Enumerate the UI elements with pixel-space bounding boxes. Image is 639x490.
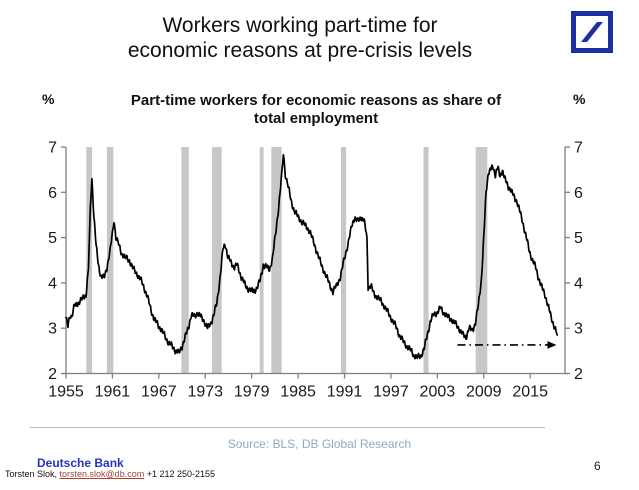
- recession-band: [211, 147, 222, 374]
- footer-brand: Deutsche Bank: [37, 456, 124, 470]
- y-axis-tick-label: 4: [574, 275, 583, 292]
- recession-band: [271, 147, 282, 374]
- x-axis-tick-label: 2009: [466, 384, 502, 401]
- y-axis-tick-label: 3: [48, 321, 57, 338]
- x-axis-tick-label: 2003: [420, 384, 456, 401]
- recession-band: [181, 147, 189, 374]
- y-axis-tick-label: 2: [48, 366, 57, 383]
- chart-title-line2: total employment: [253, 110, 379, 127]
- y-axis-tick-label: 2: [574, 366, 583, 383]
- chart-title: Part-time workers for economic reasons a…: [66, 92, 566, 128]
- source-note: Source: BLS, DB Global Research: [227, 437, 412, 451]
- recession-band: [475, 147, 488, 374]
- footer-phone: +1 212 250-2155: [144, 469, 216, 479]
- footer-contact: Torsten Slok, torsten.slok@db.com +1 212…: [5, 469, 215, 479]
- y-axis-tick-label: 5: [574, 230, 583, 247]
- x-axis-tick-label: 1997: [373, 384, 409, 401]
- y-axis-tick-label: 3: [574, 321, 583, 338]
- y-axis-tick-label: 6: [48, 185, 57, 202]
- data-series-line: [65, 154, 559, 360]
- recession-band: [259, 147, 264, 374]
- annotation-arrow-head: [547, 341, 557, 349]
- x-axis-tick-label: 2015: [512, 384, 548, 401]
- footer-email-link[interactable]: torsten.slok@db.com: [59, 469, 145, 479]
- slide-title-line1: Workers working part-time for: [162, 14, 438, 37]
- x-axis-tick-label: 1979: [234, 384, 270, 401]
- db-slash-icon: [571, 11, 613, 53]
- y-axis-tick-label: 4: [48, 275, 57, 292]
- x-axis-tick-label: 1961: [95, 384, 131, 401]
- page-number: 6: [594, 459, 601, 473]
- line-chart-plot-area: 2 2 3 3 4 4 5 5 6 6 7 7 1955 1961 1967 1973 1979 1985 1991…: [48, 140, 583, 401]
- slide-title: Workers working part-time for economic r…: [40, 13, 560, 63]
- y-axis-unit-right: %: [573, 91, 586, 107]
- x-axis-tick-label: 1991: [327, 384, 363, 401]
- deutsche-bank-logo-icon: [571, 11, 613, 53]
- x-axis-tick-label: 1985: [280, 384, 316, 401]
- y-axis-tick-label: 7: [48, 140, 57, 157]
- x-axis-tick-label: 1967: [141, 384, 177, 401]
- x-axis-tick-label: 1973: [187, 384, 223, 401]
- y-axis-tick-label: 7: [574, 140, 583, 157]
- y-axis-tick-label: 6: [574, 185, 583, 202]
- chart-title-line1: Part-time workers for economic reasons a…: [130, 92, 502, 109]
- recession-band: [106, 147, 114, 374]
- slide-title-line2: economic reasons at pre-crisis levels: [127, 39, 473, 62]
- footer-divider-line: [30, 427, 545, 428]
- y-axis-tick-label: 5: [48, 230, 57, 247]
- recession-band: [423, 147, 429, 374]
- y-axis-unit-left: %: [42, 91, 55, 107]
- footer-contact-name: Torsten Slok,: [5, 469, 60, 479]
- x-axis-tick-label: 1955: [48, 384, 84, 401]
